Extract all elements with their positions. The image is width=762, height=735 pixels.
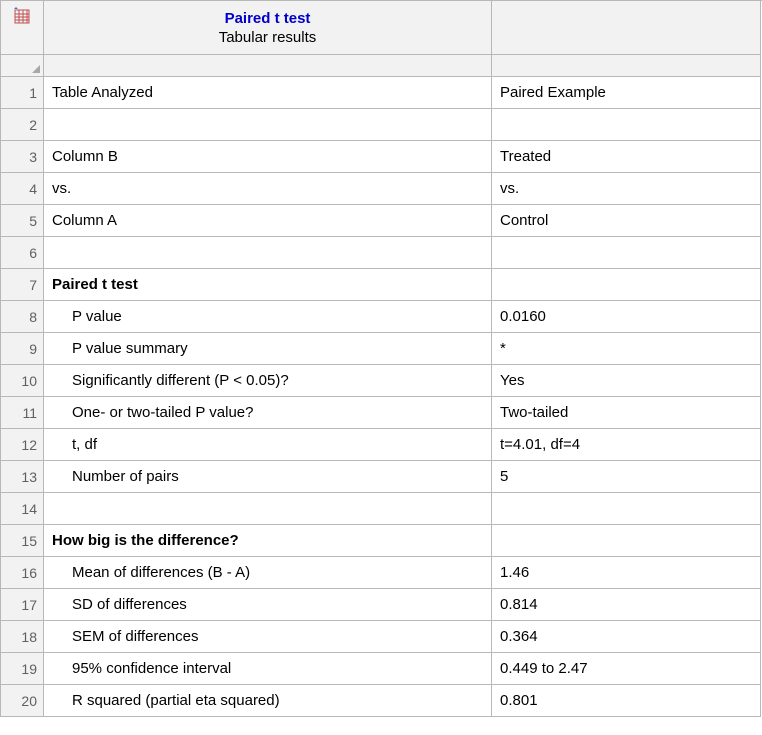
row-number[interactable]: 17 (1, 589, 44, 621)
result-label[interactable] (44, 493, 492, 525)
result-label[interactable]: t, df (44, 429, 492, 461)
table-corner (1, 1, 44, 55)
result-label[interactable]: 95% confidence interval (44, 653, 492, 685)
result-label[interactable]: How big is the difference? (44, 525, 492, 557)
result-value[interactable]: * (492, 333, 761, 365)
row-number[interactable]: 3 (1, 141, 44, 173)
results-table: Paired t test Tabular results 1Table Ana… (0, 0, 762, 717)
result-label[interactable]: Mean of differences (B - A) (44, 557, 492, 589)
result-value[interactable]: 0.814 (492, 589, 761, 621)
result-value[interactable]: t=4.01, df=4 (492, 429, 761, 461)
table-title-cell: Paired t test Tabular results (44, 1, 492, 55)
row-number[interactable]: 13 (1, 461, 44, 493)
column-header-value (492, 1, 761, 55)
result-label[interactable]: Significantly different (P < 0.05)? (44, 365, 492, 397)
result-label[interactable] (44, 237, 492, 269)
result-label[interactable]: P value (44, 301, 492, 333)
row-number[interactable]: 5 (1, 205, 44, 237)
row-number[interactable]: 20 (1, 685, 44, 717)
row-number[interactable]: 14 (1, 493, 44, 525)
row-number[interactable]: 6 (1, 237, 44, 269)
row-number[interactable]: 7 (1, 269, 44, 301)
table-icon (13, 7, 31, 29)
row-number[interactable]: 8 (1, 301, 44, 333)
row-number[interactable]: 1 (1, 77, 44, 109)
result-value[interactable]: 0.801 (492, 685, 761, 717)
row-number[interactable]: 12 (1, 429, 44, 461)
row-number[interactable]: 19 (1, 653, 44, 685)
result-label[interactable]: Paired t test (44, 269, 492, 301)
result-label[interactable]: SEM of differences (44, 621, 492, 653)
result-label[interactable]: Table Analyzed (44, 77, 492, 109)
result-value[interactable]: Control (492, 205, 761, 237)
result-label[interactable]: One- or two-tailed P value? (44, 397, 492, 429)
row-number[interactable]: 10 (1, 365, 44, 397)
column-header-value-spacer[interactable] (492, 55, 761, 77)
result-label[interactable]: Column A (44, 205, 492, 237)
result-value[interactable]: 1.46 (492, 557, 761, 589)
row-number[interactable]: 11 (1, 397, 44, 429)
result-value[interactable] (492, 109, 761, 141)
row-number[interactable]: 9 (1, 333, 44, 365)
column-header-label-spacer[interactable] (44, 55, 492, 77)
result-label[interactable]: Number of pairs (44, 461, 492, 493)
result-label[interactable] (44, 109, 492, 141)
result-label[interactable]: R squared (partial eta squared) (44, 685, 492, 717)
row-number[interactable]: 16 (1, 557, 44, 589)
table-subtitle: Tabular results (219, 29, 317, 46)
result-label[interactable]: SD of differences (44, 589, 492, 621)
result-value[interactable] (492, 269, 761, 301)
result-value[interactable] (492, 525, 761, 557)
result-value[interactable] (492, 237, 761, 269)
result-label[interactable]: P value summary (44, 333, 492, 365)
result-value[interactable]: 0.0160 (492, 301, 761, 333)
table-title: Paired t test (225, 10, 311, 27)
result-value[interactable]: 0.364 (492, 621, 761, 653)
result-label[interactable]: Column B (44, 141, 492, 173)
result-value[interactable]: 5 (492, 461, 761, 493)
result-value[interactable]: Two-tailed (492, 397, 761, 429)
row-number[interactable]: 15 (1, 525, 44, 557)
row-number[interactable]: 18 (1, 621, 44, 653)
result-value[interactable]: Yes (492, 365, 761, 397)
result-value[interactable]: Paired Example (492, 77, 761, 109)
result-value[interactable] (492, 493, 761, 525)
row-number[interactable]: 4 (1, 173, 44, 205)
select-all-corner[interactable] (1, 55, 44, 77)
result-label[interactable]: vs. (44, 173, 492, 205)
result-value[interactable]: vs. (492, 173, 761, 205)
row-number[interactable]: 2 (1, 109, 44, 141)
result-value[interactable]: 0.449 to 2.47 (492, 653, 761, 685)
result-value[interactable]: Treated (492, 141, 761, 173)
